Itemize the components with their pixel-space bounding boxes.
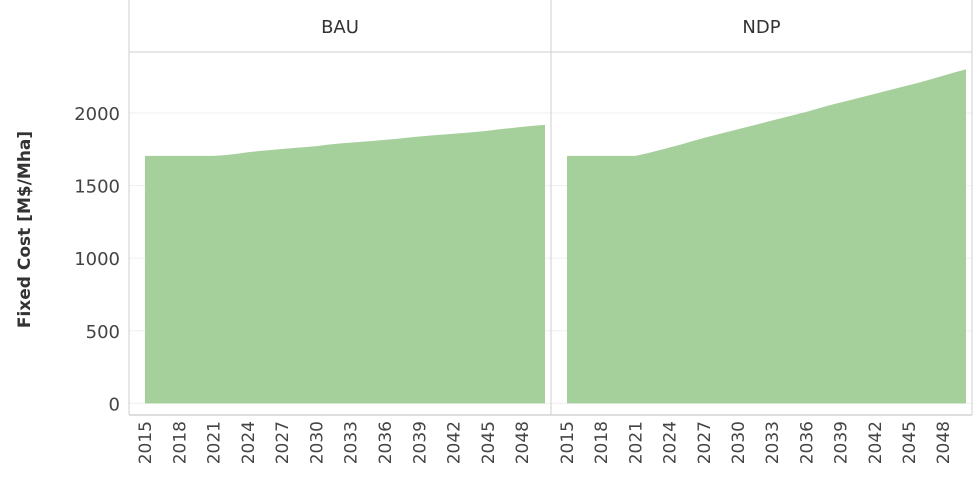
facet-title-ndp: NDP xyxy=(742,17,780,38)
x-tick-label-bau-2027: 2027 xyxy=(273,421,293,464)
y-tick-label-1500: 1500 xyxy=(74,177,120,198)
x-tick-label-bau-2024: 2024 xyxy=(239,421,259,464)
x-tick-label-ndp-2027: 2027 xyxy=(695,421,715,464)
x-tick-label-bau-2015: 2015 xyxy=(136,421,156,464)
area-bau xyxy=(145,124,545,404)
x-tick-label-ndp-2036: 2036 xyxy=(797,421,817,464)
y-tick-label-500: 500 xyxy=(86,322,120,343)
y-tick-label-1000: 1000 xyxy=(74,249,120,270)
x-tick-label-ndp-2018: 2018 xyxy=(592,421,612,464)
x-tick-label-bau-2018: 2018 xyxy=(170,421,190,464)
x-tick-label-bau-2033: 2033 xyxy=(342,421,362,464)
x-tick-label-ndp-2030: 2030 xyxy=(729,421,749,464)
x-tick-label-ndp-2033: 2033 xyxy=(763,421,783,464)
y-tick-label-0: 0 xyxy=(109,394,120,415)
x-tick-label-ndp-2015: 2015 xyxy=(558,421,578,464)
x-tick-label-bau-2036: 2036 xyxy=(376,421,396,464)
x-tick-label-ndp-2042: 2042 xyxy=(866,421,886,464)
x-tick-label-bau-2042: 2042 xyxy=(445,421,465,464)
y-axis-title: Fixed Cost [M$/Mha] xyxy=(15,131,35,328)
x-tick-label-bau-2021: 2021 xyxy=(205,421,225,464)
x-tick-label-ndp-2048: 2048 xyxy=(934,421,954,464)
x-tick-label-bau-2045: 2045 xyxy=(479,421,499,464)
x-tick-label-ndp-2039: 2039 xyxy=(832,421,852,464)
x-tick-label-ndp-2024: 2024 xyxy=(661,421,681,464)
x-tick-label-bau-2048: 2048 xyxy=(513,421,533,464)
area-ndp xyxy=(567,69,966,404)
facet-title-bau: BAU xyxy=(321,17,359,38)
x-tick-label-ndp-2045: 2045 xyxy=(900,421,920,464)
x-tick-label-bau-2030: 2030 xyxy=(307,421,327,464)
x-tick-label-ndp-2021: 2021 xyxy=(626,421,646,464)
y-tick-label-2000: 2000 xyxy=(74,104,120,125)
x-tick-label-bau-2039: 2039 xyxy=(410,421,430,464)
